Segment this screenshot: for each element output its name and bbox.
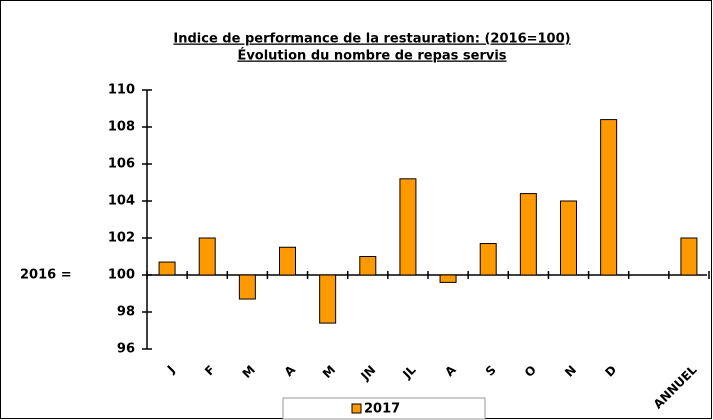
bar [680, 237, 698, 276]
bar [238, 274, 256, 300]
y-tick-label: 102 [108, 231, 135, 246]
y-axis-label: 2016 = [20, 268, 72, 283]
y-tick-label: 110 [108, 83, 135, 98]
bar [319, 274, 337, 324]
bar [198, 237, 216, 276]
bar [439, 274, 457, 283]
legend-label: 2017 [364, 402, 400, 417]
y-tick-label: 104 [108, 194, 135, 209]
chart-subtitle: Évolution du nombre de repas servis [237, 48, 506, 64]
y-tick-label: 98 [117, 305, 135, 320]
bar [158, 261, 176, 276]
bar [399, 178, 417, 276]
y-tick-label: 100 [108, 268, 135, 283]
y-tick-label: 106 [108, 157, 135, 172]
legend: 2017 [282, 397, 486, 420]
chart-title: Indice de performance de la restauration… [173, 32, 570, 47]
legend-box [282, 397, 486, 420]
legend-swatch [351, 403, 362, 414]
bar [359, 256, 377, 276]
bar [560, 200, 577, 276]
bar [600, 119, 618, 276]
y-tick-label: 108 [108, 120, 135, 135]
bar [519, 193, 537, 276]
bar [479, 243, 497, 276]
y-tick-label: 96 [117, 342, 135, 357]
bar [279, 246, 296, 276]
